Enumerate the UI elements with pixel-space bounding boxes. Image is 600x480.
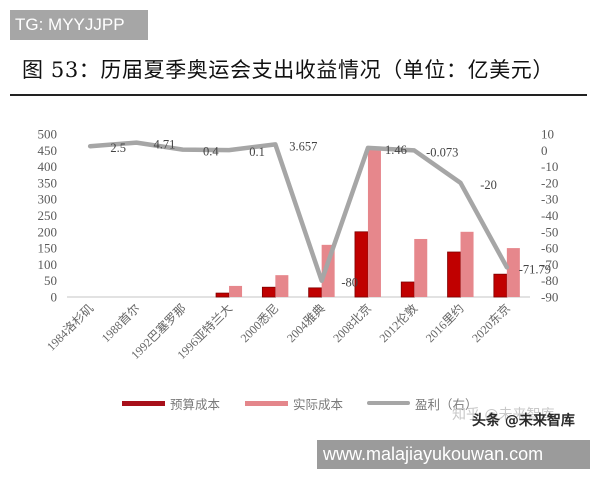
y-right-tick-label: -20 [541, 175, 558, 190]
y-left-tick-label: 0 [51, 290, 58, 305]
x-category-label: 2008北京 [330, 301, 374, 345]
line-series [87, 140, 510, 283]
watermark-zhihu: 知乎 @未来智库 [452, 407, 555, 423]
watermark-tg-label: TG: MYYJJPP [10, 10, 148, 40]
actual-cost-bar [506, 248, 520, 297]
legend-label: 实际成本 [293, 396, 344, 412]
y-left-tick-label: 200 [38, 224, 58, 239]
data-labels: 2.5 4.71 0.4 0.1 3.657 -80 1.46 -0.073 -20 -71.79 [110, 138, 551, 290]
actual-cost-bar [229, 285, 243, 297]
y-right-tick-label: 10 [541, 127, 554, 142]
budget-cost-bar [493, 273, 508, 298]
y-left-tick-label: 100 [38, 257, 58, 272]
watermark-toutiao: 头条 @未来智库 [472, 413, 575, 429]
y-left-tick-label: 400 [38, 159, 58, 174]
profit-data-label: 3.657 [289, 139, 317, 153]
y-left-tick-label: 50 [44, 273, 57, 288]
budget-cost-bar [447, 251, 461, 298]
y-left-tick-label: 350 [38, 175, 58, 190]
profit-data-label: -80 [341, 276, 358, 290]
x-category-label: 1988首尔 [98, 301, 143, 346]
profit-data-label: 1.46 [385, 143, 407, 157]
figure-title: 图 53：历届夏季奥运会支出收益情况（单位：亿美元） [22, 58, 554, 82]
y-right-tick-label: -80 [541, 273, 558, 288]
profit-data-label: -0.073 [426, 145, 458, 159]
y-left-tick-label: 150 [38, 241, 58, 256]
legend-label: 预算成本 [170, 396, 221, 412]
legend-label: 盈利（右） [415, 396, 478, 412]
x-category-label: 2000悉尼 [238, 301, 282, 345]
legend-item-profit: 盈利（右） [367, 394, 478, 412]
bar-swatch-icon [245, 400, 288, 406]
budget-cost-bar [308, 287, 323, 298]
y-right-tick-label: -30 [541, 192, 558, 207]
x-category-label: 1984洛杉矶 [43, 301, 96, 354]
y-right-tick-label: 0 [541, 143, 548, 158]
actual-cost-bar [275, 275, 289, 297]
actual-cost-bar [367, 147, 381, 297]
y-right-tick-label: -50 [541, 224, 558, 239]
title-divider [10, 94, 587, 96]
profit-data-label: 0.1 [249, 145, 265, 159]
legend-item-actual-cost: 实际成本 [245, 394, 343, 412]
y-right-tick-label: -10 [541, 159, 558, 174]
profit-data-label: 2.5 [110, 141, 126, 155]
y-right-tick-label: -60 [541, 241, 558, 256]
budget-cost-bar [261, 286, 276, 298]
profit-data-label: -20 [480, 178, 497, 192]
axes: 500450400350300250200150100500100-10-20-… [38, 127, 559, 305]
x-category-label: 2020东京 [469, 301, 513, 345]
profit-line [87, 140, 510, 283]
y-left-tick-label: 450 [38, 143, 58, 158]
actual-cost-bar [414, 238, 428, 297]
x-category-label: 2004雅典 [283, 301, 328, 346]
profit-data-label: 0.4 [203, 145, 219, 159]
profit-data-label: 4.71 [154, 138, 176, 152]
legend: 预算成本 实际成本 盈利（右） [0, 394, 600, 412]
budget-cost-bar [400, 281, 415, 298]
budget-cost-bar [215, 292, 230, 298]
line-swatch-icon [367, 401, 410, 405]
y-right-tick-label: -90 [541, 290, 558, 305]
actual-cost-bar [460, 231, 474, 297]
watermark-site-url: www.malajiayukouwan.com [317, 440, 590, 469]
y-right-tick-label: -40 [541, 208, 558, 223]
x-category-label: 2012伦敦 [376, 301, 421, 346]
bar-series [215, 147, 520, 298]
y-left-tick-label: 300 [38, 192, 58, 207]
y-left-tick-label: 500 [38, 127, 58, 142]
x-category-label: 2016里约 [422, 301, 467, 346]
y-left-tick-label: 250 [38, 208, 58, 223]
profit-data-label: -71.79 [519, 262, 551, 276]
y-right-tick-label: -70 [541, 257, 558, 272]
legend-item-budget-cost: 预算成本 [122, 394, 220, 412]
bar-swatch-icon [122, 400, 165, 406]
